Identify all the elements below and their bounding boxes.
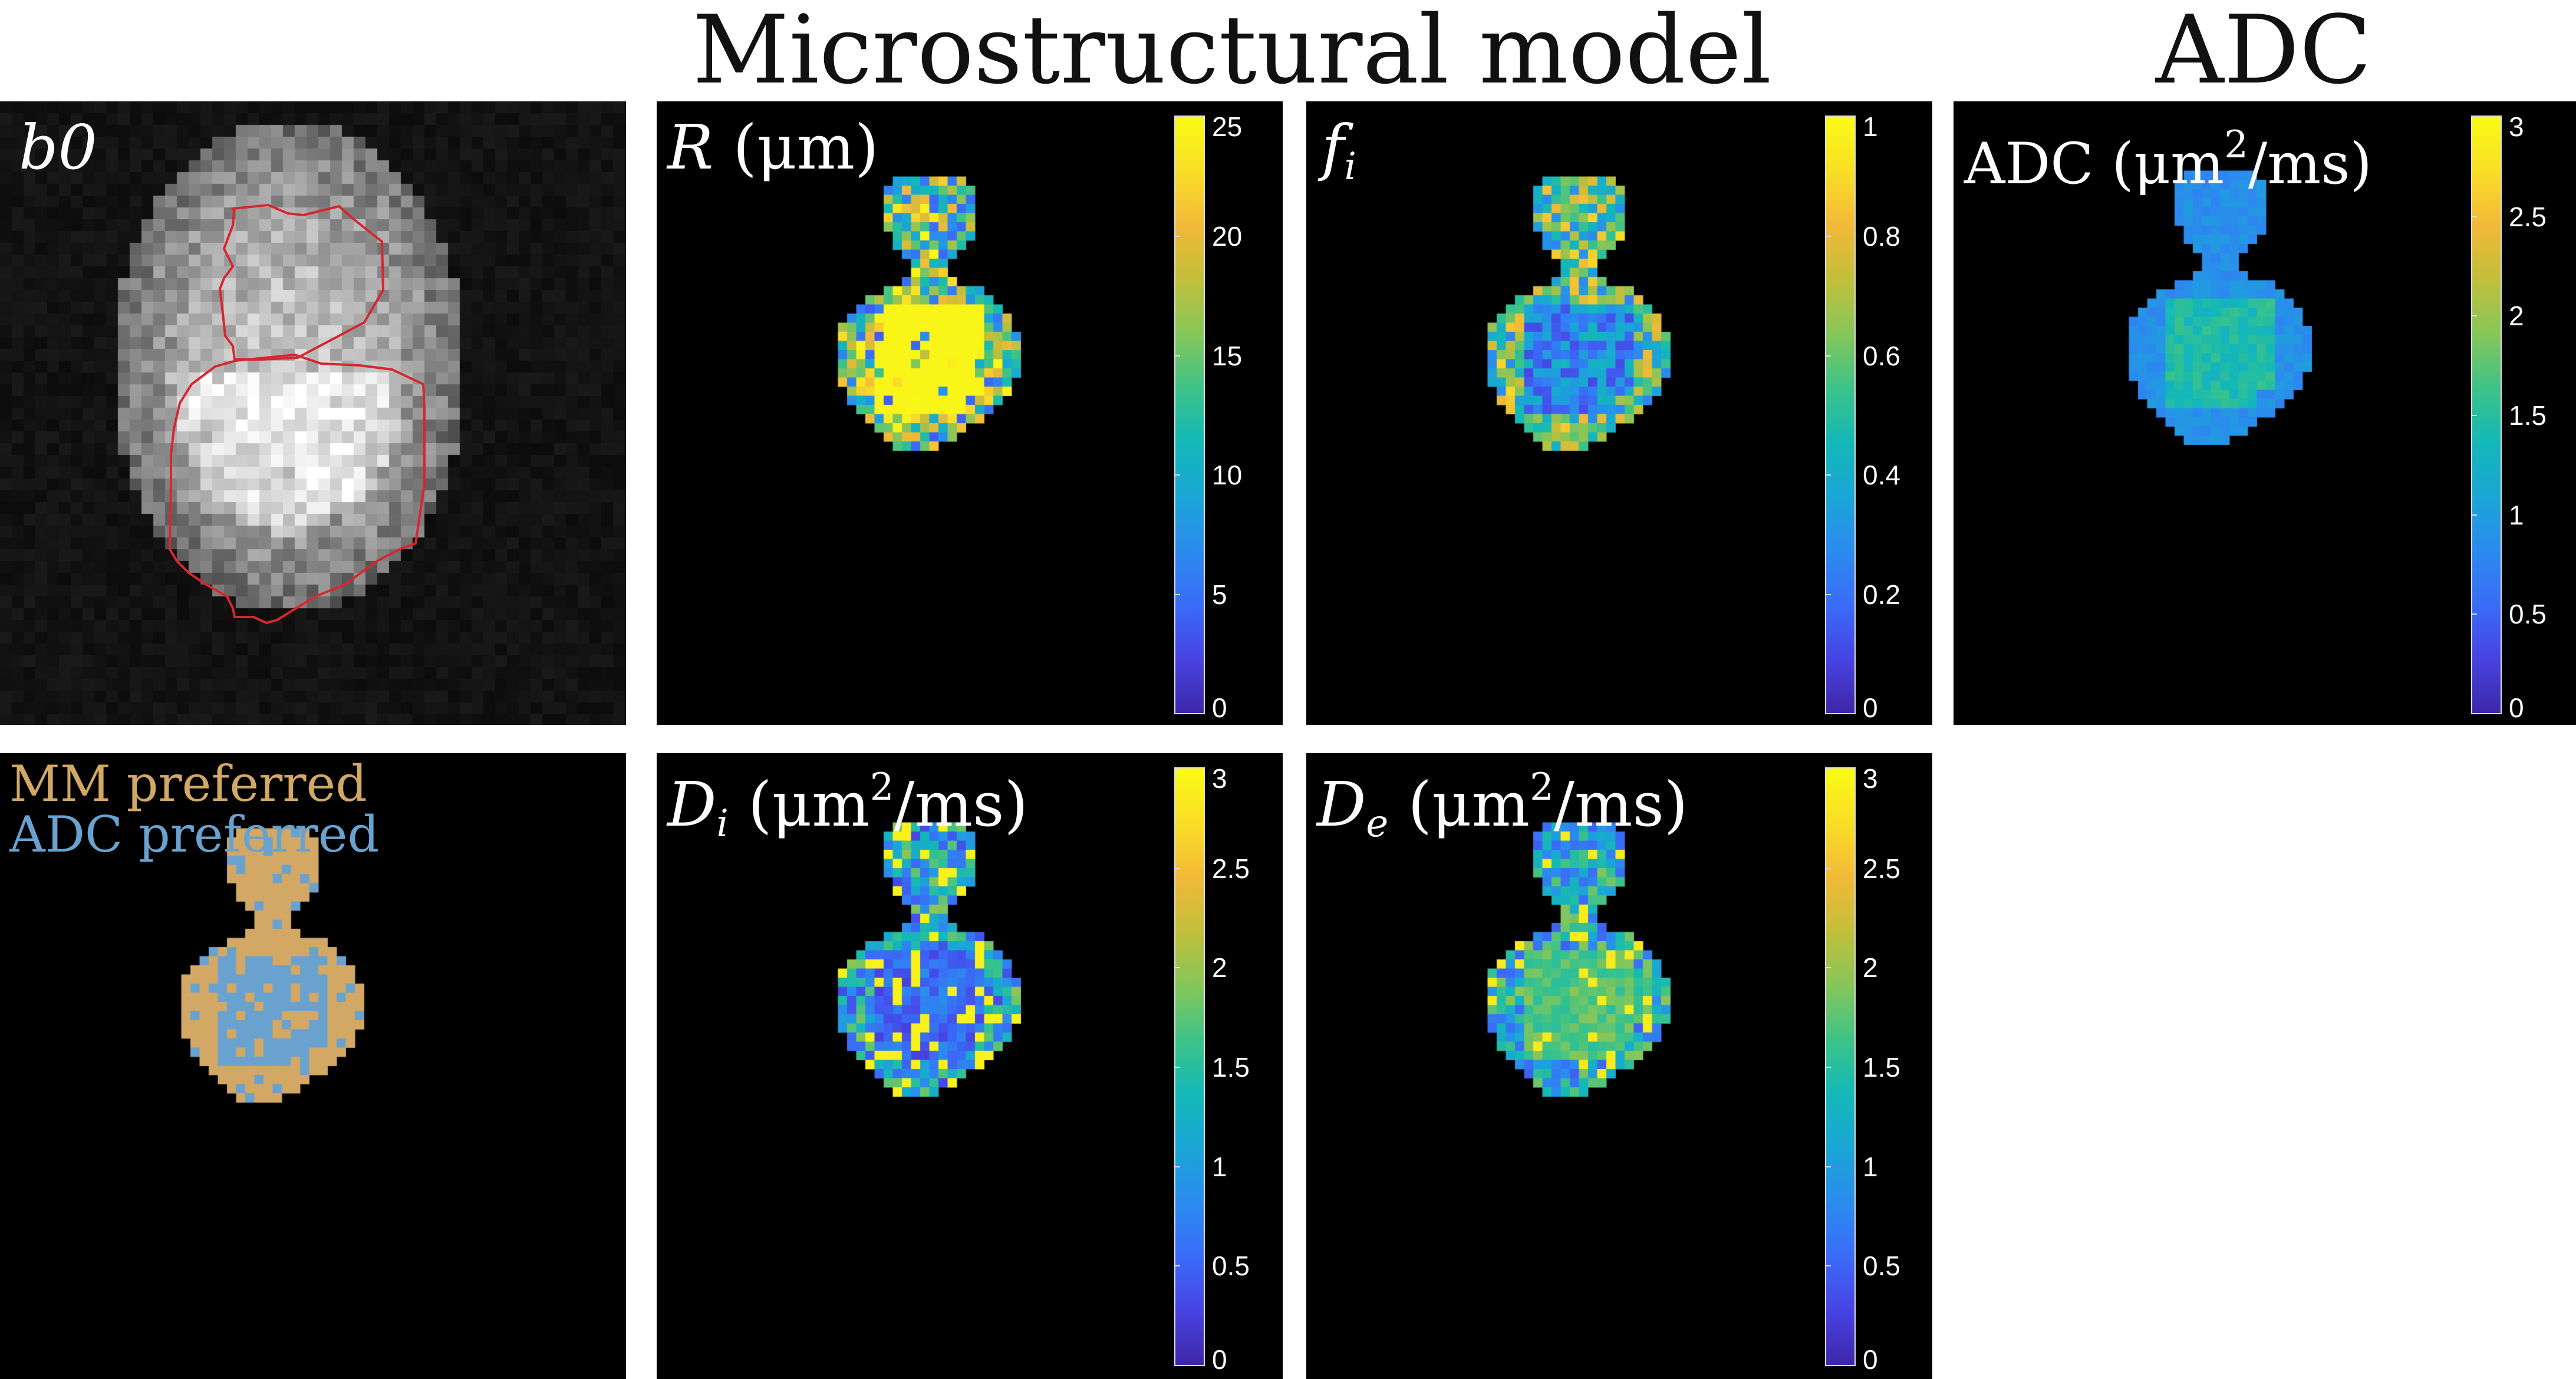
colorbar-tick-label: 0.5 xyxy=(1212,1251,1250,1282)
colorbar-tick-mark xyxy=(1174,768,1180,770)
colorbar-tick-label: 2 xyxy=(1212,952,1227,984)
b0-image xyxy=(0,101,626,725)
colorbar-tick-mark xyxy=(1825,768,1831,770)
adc-label: ADC (μm2/ms) xyxy=(1964,123,2372,197)
R-label: R (μm) xyxy=(667,111,879,183)
R-colorbar: 0 5 10 15 20 25 xyxy=(1174,113,1242,721)
De-label: De (μm2/ms) xyxy=(1317,766,1688,846)
preference-map xyxy=(0,753,626,1379)
colorbar-tick-mark xyxy=(1174,967,1180,969)
colorbar-tick-mark xyxy=(1174,474,1180,476)
colorbar-tick-mark xyxy=(2471,613,2477,615)
panel-R: R (μm) 0 5 10 15 20 25 xyxy=(657,101,1283,725)
panel-preference: MM preferred ADC preferred xyxy=(0,753,626,1379)
colorbar-tick-mark xyxy=(1174,867,1180,869)
colorbar-tick-label: 2 xyxy=(2509,301,2524,332)
fi-colorbar: 0 0.2 0.4 0.6 0.8 1 xyxy=(1825,113,1900,721)
title-adc: ADC xyxy=(2155,0,2372,105)
colorbar-tick-mark xyxy=(1174,1166,1180,1167)
Di-colorbar: 0 0.5 1 1.5 2 2.5 3 xyxy=(1174,765,1250,1373)
colorbar-tick-label: 0.8 xyxy=(1863,221,1900,252)
colorbar-tick-mark xyxy=(2471,216,2477,217)
colorbar-tick-label: 3 xyxy=(1212,763,1227,794)
colorbar-tick-mark xyxy=(1825,355,1831,357)
colorbar-tick-mark xyxy=(1825,1067,1831,1068)
colorbar-tick-mark xyxy=(1174,355,1180,357)
colorbar-tick-label: 3 xyxy=(1863,763,1878,794)
panel-adc: ADC (μm2/ms) 0 0.5 1 1.5 2 2.5 3 xyxy=(1954,101,2576,725)
colorbar-tick-mark xyxy=(1174,1067,1180,1068)
colorbar-tick-label: 0 xyxy=(1212,692,1227,723)
colorbar-tick-label: 0 xyxy=(2509,692,2524,723)
colorbar-tick-mark xyxy=(1825,1166,1831,1167)
colorbar-tick-mark xyxy=(2471,514,2477,516)
colorbar-tick-label: 1 xyxy=(1212,1151,1227,1182)
colorbar-tick-mark xyxy=(2471,315,2477,317)
colorbar-tick-label: 20 xyxy=(1212,221,1243,252)
colorbar-tick-mark xyxy=(2471,117,2477,118)
colorbar-tick-label: 2.5 xyxy=(2509,201,2547,232)
colorbar-tick-label: 0.5 xyxy=(1863,1251,1900,1282)
fi-label: fi xyxy=(1322,111,1356,189)
colorbar-tick-mark xyxy=(1174,593,1180,595)
panel-De: De (μm2/ms) 0 0.5 1 1.5 2 2.5 3 xyxy=(1306,753,1932,1379)
colorbar-tick-label: 3 xyxy=(2509,111,2524,142)
colorbar-tick-mark xyxy=(2471,415,2477,416)
panel-b0: b0 xyxy=(0,101,626,725)
colorbar-tick-mark xyxy=(1174,1265,1180,1267)
colorbar-tick-mark xyxy=(1825,1265,1831,1267)
colorbar-tick-mark xyxy=(1825,593,1831,595)
colorbar-tick-mark xyxy=(1825,236,1831,237)
legend-adc-preferred: ADC preferred xyxy=(9,806,380,863)
colorbar-tick-mark xyxy=(1174,1365,1180,1366)
colorbar-tick-label: 1.5 xyxy=(2509,400,2547,431)
colorbar-tick-label: 0 xyxy=(1212,1344,1227,1375)
colorbar-tick-mark xyxy=(1825,967,1831,969)
colorbar-tick-label: 0.4 xyxy=(1863,460,1900,491)
De-colorbar: 0 0.5 1 1.5 2 2.5 3 xyxy=(1825,765,1900,1373)
colorbar-tick-mark xyxy=(1174,236,1180,237)
colorbar-tick-mark xyxy=(1174,117,1180,118)
colorbar-tick-label: 0.2 xyxy=(1863,579,1900,610)
colorbar-tick-label: 1 xyxy=(1863,111,1878,142)
Di-label: Di (μm2/ms) xyxy=(667,766,1029,846)
colorbar-tick-label: 10 xyxy=(1212,460,1243,491)
panel-fi: fi 0 0.2 0.4 0.6 0.8 1 xyxy=(1306,101,1932,725)
colorbar-tick-label: 25 xyxy=(1212,111,1243,142)
b0-label: b0 xyxy=(19,111,97,183)
colorbar-tick-label: 2.5 xyxy=(1863,853,1900,884)
colorbar-tick-label: 5 xyxy=(1212,579,1227,610)
adc-colorbar: 0 0.5 1 1.5 2 2.5 3 xyxy=(2471,113,2547,721)
title-microstructural-model: Microstructural model xyxy=(692,0,1772,105)
colorbar-tick-mark xyxy=(1825,713,1831,714)
colorbar-tick-label: 1.5 xyxy=(1863,1052,1900,1083)
colorbar-tick-label: 0.6 xyxy=(1863,340,1900,371)
tumor-roi-outline xyxy=(168,203,426,625)
colorbar-tick-mark xyxy=(1825,117,1831,118)
colorbar-tick-mark xyxy=(1825,1365,1831,1366)
colorbar-tick-label: 15 xyxy=(1212,340,1243,371)
colorbar-tick-label: 0 xyxy=(1863,1344,1878,1375)
legend-mm-preferred: MM preferred xyxy=(9,755,367,813)
colorbar-tick-mark xyxy=(1825,867,1831,869)
colorbar-tick-label: 2 xyxy=(1863,952,1878,984)
colorbar-tick-mark xyxy=(1825,474,1831,476)
colorbar-tick-mark xyxy=(1174,713,1180,714)
colorbar-tick-label: 1.5 xyxy=(1212,1052,1250,1083)
colorbar-tick-label: 0.5 xyxy=(2509,599,2547,630)
panel-Di: Di (μm2/ms) 0 0.5 1 1.5 2 2.5 3 xyxy=(657,753,1283,1379)
colorbar-tick-label: 1 xyxy=(2509,499,2524,530)
colorbar-tick-label: 1 xyxy=(1863,1151,1878,1182)
colorbar-tick-mark xyxy=(2471,713,2477,714)
colorbar-tick-label: 2.5 xyxy=(1212,853,1250,884)
colorbar-tick-label: 0 xyxy=(1863,692,1878,723)
